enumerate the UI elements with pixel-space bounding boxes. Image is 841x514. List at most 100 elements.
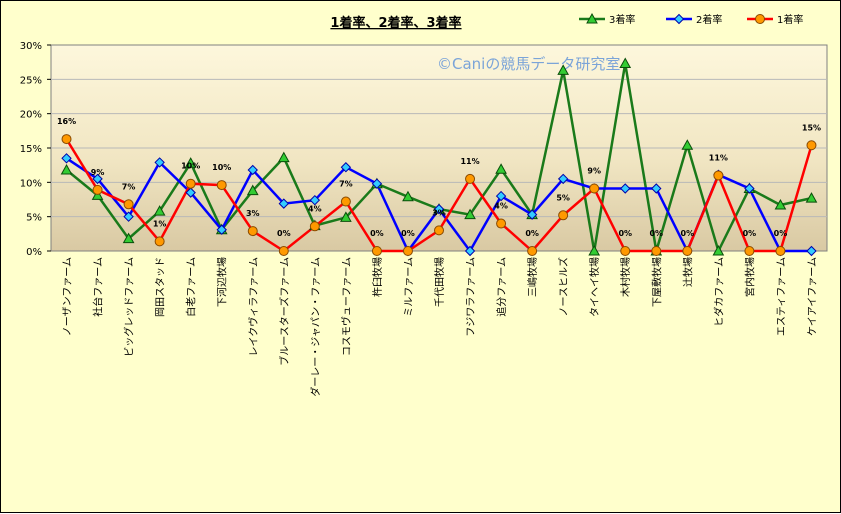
data-point	[154, 236, 165, 247]
data-point	[805, 192, 818, 203]
data-point	[557, 64, 570, 75]
data-point	[402, 246, 413, 256]
data-point	[123, 199, 134, 210]
data-label: 1%	[153, 219, 167, 228]
data-point	[216, 224, 227, 235]
data-point	[558, 210, 569, 221]
data-point	[340, 162, 352, 173]
x-tick-label: コスモヴューファーム	[340, 257, 353, 356]
legend: 3着率 2着率 1着率	[579, 12, 803, 26]
data-point	[61, 134, 72, 145]
legend-label: 1着率	[777, 13, 803, 26]
data-point	[371, 178, 383, 189]
data-label: 16%	[57, 117, 76, 126]
data-point	[775, 246, 786, 256]
data-label: 9%	[91, 168, 105, 177]
x-tick-label: ダーレー・ジャパン・ファーム	[309, 257, 322, 397]
data-point	[153, 205, 166, 216]
y-tick-label: 0%	[26, 247, 42, 258]
x-tick-label: エスティファーム	[775, 257, 787, 336]
data-label: 4%	[308, 204, 322, 213]
data-point	[433, 203, 445, 215]
data-point	[185, 178, 196, 189]
data-point	[247, 164, 258, 176]
data-point	[434, 225, 444, 236]
data-point	[755, 14, 765, 24]
x-tick-label: ケイアイファーム	[806, 257, 818, 336]
legend-label: 3着率	[609, 13, 635, 26]
y-tick-label: 10%	[20, 178, 42, 189]
x-tick-label: ヒダカファーム	[712, 257, 725, 327]
data-point	[92, 184, 103, 195]
data-label: 0%	[681, 229, 695, 238]
x-tick-label: 追分ファーム	[495, 257, 508, 317]
data-point	[526, 209, 538, 220]
data-label: 0%	[649, 229, 663, 238]
data-label: 10%	[212, 163, 231, 172]
data-point	[588, 244, 601, 256]
data-label: 0%	[401, 229, 415, 238]
data-label: 11%	[460, 157, 479, 166]
data-label: 0%	[277, 229, 291, 238]
data-point	[61, 153, 72, 164]
data-label: 10%	[181, 162, 200, 171]
data-point	[744, 183, 755, 194]
data-point	[496, 218, 507, 229]
x-tick-label: 下屋敷牧場	[650, 257, 663, 307]
data-label: 3%	[432, 208, 446, 217]
x-tick-label: ミルファーム	[403, 257, 415, 317]
data-point	[620, 183, 631, 194]
data-point	[184, 157, 197, 168]
data-point	[774, 198, 787, 210]
y-tick-label: 25%	[20, 75, 42, 86]
data-point	[681, 139, 694, 150]
x-tick-label: ノースヒルズ	[557, 257, 570, 317]
chart-title: 1着率、2着率、3着率	[330, 15, 461, 31]
data-label: 9%	[587, 167, 601, 176]
data-point	[712, 244, 725, 256]
x-tick-label: レイクヴィラファーム	[247, 257, 260, 357]
y-tick-label: 15%	[20, 144, 42, 155]
series-markers	[60, 57, 818, 257]
data-label: 5%	[556, 193, 570, 202]
data-point	[806, 245, 817, 257]
data-point	[277, 151, 290, 163]
data-point	[619, 57, 632, 69]
data-point	[806, 140, 817, 151]
data-point	[557, 173, 569, 185]
x-tick-label: タイヘイ牧場	[588, 257, 601, 317]
x-tick-label: 社台ファーム	[92, 257, 105, 317]
data-point	[651, 183, 662, 194]
x-tick-label: 杵臼牧場	[371, 257, 384, 297]
x-tick-label: 宮内牧場	[743, 257, 756, 297]
data-label: 3%	[246, 209, 260, 218]
data-point	[278, 198, 290, 209]
legend-label: 2着率	[696, 13, 722, 26]
x-axis: ノーザンファーム 社台ファーム ビッグレッドファーム 岡田スタッド 白老ファーム 下河辺牧…	[62, 257, 819, 397]
data-point	[713, 170, 724, 181]
x-tick-label: 辻牧場	[681, 257, 694, 287]
data-point	[247, 226, 258, 237]
data-point	[122, 232, 135, 244]
data-point	[464, 245, 476, 257]
x-tick-label: ビッグレッドファーム	[123, 257, 136, 357]
y-tick-label: 5%	[26, 213, 42, 224]
data-point	[371, 246, 382, 256]
data-point	[495, 163, 507, 174]
data-labels: 16% 9% 7% 1% 10% 10% 3% 0% 4% 7% 0% 0% 3% 11% 4% 0% 5% 9%…	[57, 117, 821, 238]
data-label: 4%	[494, 202, 508, 211]
data-point	[465, 173, 476, 184]
data-point	[495, 190, 507, 202]
y-tick-label: 20%	[20, 110, 42, 121]
data-point	[527, 246, 538, 256]
data-point	[673, 13, 685, 25]
chart-watermark: ©Caniの競馬データ研究室	[437, 55, 620, 73]
y-axis: 0% 5% 10% 15% 20% 25% 30%	[20, 41, 51, 258]
x-tick-label: フジワラファーム	[465, 257, 477, 337]
data-point	[216, 180, 227, 191]
data-point	[682, 246, 693, 256]
data-point	[123, 211, 134, 222]
data-label: 0%	[618, 229, 632, 238]
data-point	[340, 196, 351, 207]
